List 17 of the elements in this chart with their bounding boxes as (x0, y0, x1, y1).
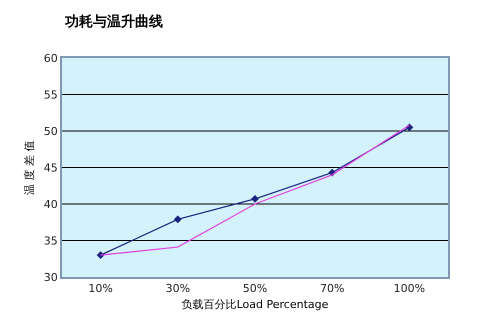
y-tick-label: 60 (44, 52, 58, 65)
x-tick-label: 10% (88, 282, 113, 296)
y-tick-label: 45 (44, 161, 58, 174)
point (174, 215, 182, 224)
x-axis-title: 负载百分比Load Percentage (182, 298, 329, 311)
y-tick-label: 30 (44, 270, 58, 284)
x-tick-label: 30% (166, 282, 190, 296)
chart-title: 功耗与温升曲线 (64, 13, 163, 30)
x-tick-label: 50% (242, 282, 268, 296)
x-tick-label: 70% (320, 282, 344, 296)
y-tick-label: 35 (44, 234, 58, 248)
y-tick-label: 55 (44, 88, 58, 102)
y-tick-label: 40 (44, 198, 58, 211)
y-tick-label: 50 (44, 124, 58, 138)
point (251, 194, 259, 203)
x-tick-label: 100% (394, 282, 426, 296)
y-axis-title: 温 度 差 值 (22, 140, 36, 195)
